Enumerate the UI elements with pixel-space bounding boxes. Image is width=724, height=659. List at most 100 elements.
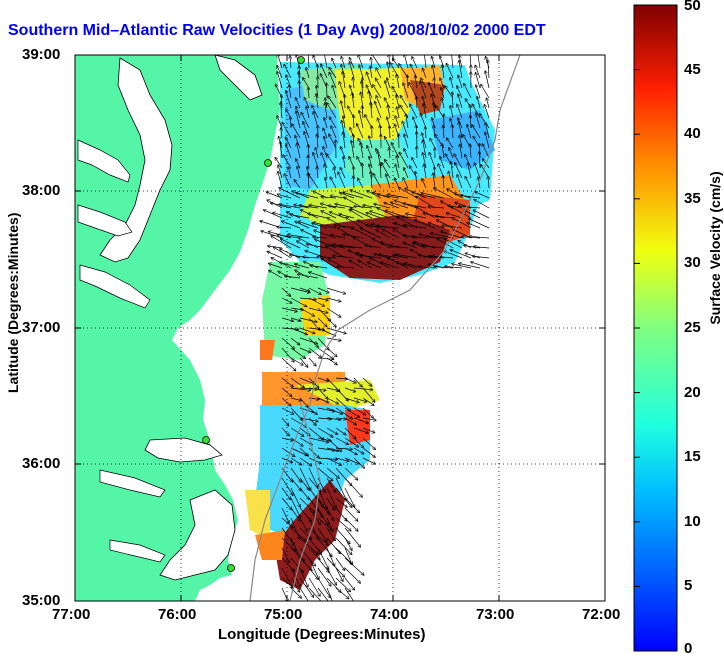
velocity-arrow — [343, 193, 364, 199]
velocity-arrow — [453, 230, 472, 239]
velocity-arrow — [357, 124, 364, 139]
velocity-arrow — [281, 297, 292, 303]
velocity-arrow — [335, 448, 352, 449]
velocity-arrow — [333, 256, 355, 259]
velocity-arrow — [326, 587, 333, 601]
velocity-arrow — [317, 427, 333, 437]
velocity-arrow — [353, 176, 354, 189]
velocity-arrow — [365, 245, 382, 249]
velocity-arrow — [290, 507, 300, 521]
velocity-field — [245, 62, 495, 590]
velocity-arrow — [344, 577, 354, 590]
velocity-arrow — [340, 246, 364, 249]
velocity-arrow — [309, 272, 328, 279]
velocity-arrow — [299, 537, 318, 554]
velocity-arrow — [404, 55, 409, 69]
velocity-arrow — [295, 264, 310, 269]
y-tick-label: 37:00 — [22, 319, 61, 336]
velocity-arrow — [343, 72, 346, 89]
velocity-arrow — [306, 106, 310, 119]
velocity-arrow — [390, 246, 409, 249]
velocity-arrow — [323, 128, 328, 139]
velocity-arrow — [324, 55, 328, 69]
velocity-arrow — [429, 83, 436, 99]
y-tick-label: 38:00 — [22, 182, 61, 199]
velocity-arrow — [409, 83, 418, 99]
velocity-arrow — [424, 164, 427, 179]
velocity-arrow — [421, 193, 445, 199]
velocity-arrow — [442, 65, 445, 79]
x-tick-label: 75:00 — [264, 606, 303, 623]
velocity-arrow — [317, 297, 328, 300]
velocity-arrow — [308, 287, 321, 294]
velocity-arrow — [283, 155, 292, 169]
velocity-arrow — [384, 203, 400, 209]
velocity-arrow — [388, 105, 391, 119]
velocity-arrow — [474, 163, 481, 179]
velocity-arrow — [325, 178, 327, 189]
velocity-arrow — [289, 85, 292, 99]
velocity-arrow — [455, 163, 463, 179]
velocity-arrow — [402, 121, 409, 139]
velocity-arrow — [376, 68, 382, 79]
x-tick-label: 76:00 — [158, 606, 197, 623]
velocity-arrow — [335, 204, 355, 209]
velocity-arrow — [344, 587, 356, 601]
velocity-arrow — [308, 517, 318, 539]
velocity-arrow — [376, 96, 382, 109]
velocity-arrow — [281, 397, 291, 406]
velocity-arrow — [344, 197, 364, 209]
velocity-arrow — [282, 122, 292, 139]
velocity-arrow — [335, 418, 346, 419]
velocity-arrow — [321, 259, 337, 269]
velocity-arrow — [281, 357, 296, 371]
colorbar-tick-label: 15 — [684, 448, 701, 466]
velocity-arrow — [452, 92, 453, 109]
velocity-arrow — [470, 116, 471, 129]
velocity-arrow — [299, 347, 311, 352]
velocity-arrow — [454, 154, 463, 169]
velocity-arrow — [290, 215, 310, 219]
velocity-arrow — [426, 237, 445, 238]
velocity-arrow — [335, 407, 352, 419]
velocity-arrow — [403, 203, 427, 209]
velocity-arrow — [343, 132, 346, 149]
velocity-arrow — [308, 297, 324, 306]
velocity-arrow — [299, 457, 312, 466]
velocity-arrow — [281, 507, 289, 523]
albemarle-sound — [144, 437, 223, 463]
velocity-arrow — [313, 222, 337, 229]
velocity-arrow — [433, 173, 436, 189]
velocity-arrow — [284, 174, 292, 189]
velocity-arrow — [343, 157, 345, 169]
velocity-arrow — [393, 58, 400, 69]
velocity-arrow — [485, 132, 490, 149]
velocity-arrow — [353, 397, 367, 402]
velocity-arrow — [358, 55, 364, 69]
velocity-arrow — [412, 158, 418, 169]
velocity-arrow — [485, 123, 490, 139]
velocity-arrow — [326, 507, 334, 520]
velocity-arrow — [452, 218, 472, 229]
velocity-arrow — [326, 297, 341, 302]
colorbar-tick-label: 10 — [684, 512, 701, 530]
velocity-arrow — [280, 142, 283, 159]
velocity-arrow — [338, 172, 346, 189]
velocity-arrow — [449, 148, 454, 159]
velocity-arrow — [389, 126, 390, 139]
velocity-arrow — [317, 587, 329, 601]
velocity-arrow — [317, 257, 337, 258]
velocity-arrow — [477, 97, 481, 109]
velocity-arrow — [281, 102, 282, 119]
velocity-arrow — [327, 103, 337, 119]
velocity-arrow — [356, 253, 373, 259]
velocity-arrow — [353, 447, 364, 454]
velocity-arrow — [299, 547, 315, 566]
velocity-arrow — [277, 227, 292, 228]
velocity-arrow — [327, 83, 328, 99]
velocity-arrow — [295, 136, 301, 149]
velocity-arrow — [290, 547, 304, 561]
velocity-arrow — [370, 211, 391, 219]
radar-site — [297, 56, 305, 64]
velocity-arrow — [421, 78, 427, 89]
